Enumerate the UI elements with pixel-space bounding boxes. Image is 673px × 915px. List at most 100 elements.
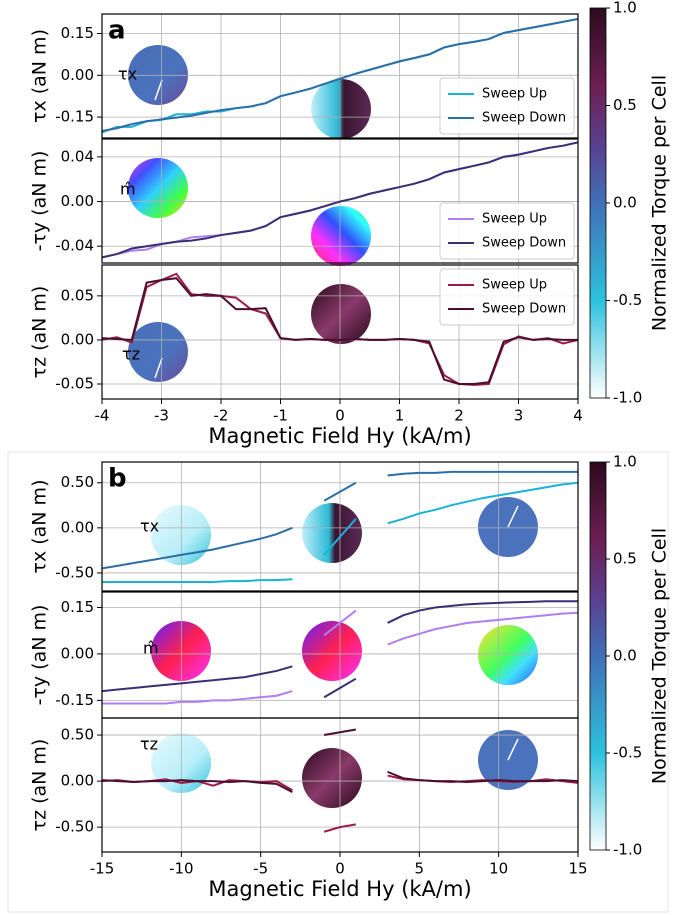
- panel-frame: [7, 451, 669, 913]
- plot-frame: [101, 717, 579, 853]
- legend-box: [439, 77, 575, 135]
- x-tick-label: -5: [253, 860, 268, 878]
- y-tick-label: -0.04: [55, 237, 94, 255]
- series-line: [102, 609, 578, 705]
- plot-frame: [101, 461, 579, 592]
- series-line: [102, 470, 578, 570]
- y-axis-label: τx (aN m): [29, 29, 51, 123]
- y-tick-label: 0.15: [61, 24, 94, 42]
- legend-label: Sweep Up: [482, 212, 547, 227]
- y-tick-label: 0.00: [61, 66, 94, 84]
- y-tick-label: -0.15: [55, 691, 94, 709]
- inset-image: [128, 158, 188, 218]
- y-tick-label: 0.50: [61, 473, 94, 491]
- x-tick-label: -4: [95, 407, 110, 425]
- y-tick-label: 0.15: [61, 598, 94, 616]
- x-tick-label: 0: [335, 860, 345, 878]
- inset-image: [478, 625, 538, 685]
- inset-image: [311, 284, 371, 344]
- series-line: [102, 18, 578, 133]
- y-axis-label: τz (aN m): [29, 286, 51, 379]
- y-axis-label: τz (aN m): [29, 739, 51, 832]
- y-tick-label: 0.00: [61, 518, 94, 536]
- inset-arrow: [154, 357, 163, 379]
- x-tick-label: -10: [169, 860, 194, 878]
- y-tick-label: 0.50: [61, 726, 94, 744]
- colorbar-label: Normalized Torque per Cell: [649, 528, 671, 784]
- series-line: [102, 481, 578, 583]
- legend-box: [439, 202, 575, 260]
- inset-arrow: [507, 738, 519, 761]
- y-tick-label: 0.00: [61, 644, 94, 662]
- y-tick-label: -0.05: [55, 375, 94, 393]
- colorbar: [589, 7, 607, 399]
- x-tick-label: 0: [335, 407, 345, 425]
- x-tick-label: -2: [214, 407, 229, 425]
- legend-label: Sweep Up: [482, 87, 547, 102]
- colorbar-tick-label: 1.0: [613, 0, 637, 17]
- inset-image: [311, 206, 371, 266]
- colorbar-tick-label: 0.0: [613, 194, 637, 212]
- x-tick-label: 1: [395, 407, 405, 425]
- x-tick-label: 3: [514, 407, 524, 425]
- plot-frame: [101, 13, 579, 139]
- x-axis-label: Magnetic Field Hy (kA/m): [208, 424, 471, 448]
- x-tick-label: 10: [489, 860, 508, 878]
- panel-label: a: [108, 16, 126, 46]
- y-tick-label: 0.00: [61, 772, 94, 790]
- inset-label: τx: [140, 517, 159, 536]
- y-tick-label: 0.05: [61, 286, 94, 304]
- plot-frame: [101, 264, 579, 400]
- series-line: [102, 141, 578, 259]
- plot-frame: [101, 138, 579, 264]
- colorbar-tick-label: -1.0: [613, 841, 642, 859]
- colorbar-tick-label: 1.0: [613, 453, 637, 471]
- legend-label: Sweep Up: [482, 278, 547, 293]
- inset-image: [302, 748, 362, 808]
- y-tick-label: 0.00: [61, 330, 94, 348]
- panel-label: b: [108, 464, 127, 494]
- x-tick-label: -15: [90, 860, 115, 878]
- series-line: [102, 600, 578, 699]
- colorbar-tick-label: 0.5: [613, 96, 637, 114]
- y-tick-label: -0.50: [55, 563, 94, 581]
- legend-label: Sweep Down: [482, 236, 566, 251]
- x-axis-label: Magnetic Field Hy (kA/m): [208, 877, 471, 901]
- colorbar-tick-label: 0.0: [613, 647, 637, 665]
- y-axis-label: -τy (aN m): [29, 605, 51, 706]
- x-tick-label: 15: [568, 860, 587, 878]
- x-tick-label: -1: [273, 407, 288, 425]
- inset-arrow: [507, 505, 519, 528]
- inset-arrow: [154, 79, 163, 101]
- colorbar-tick-label: 0.5: [613, 550, 637, 568]
- inset-image: [311, 79, 371, 139]
- colorbar-tick-label: -0.5: [613, 291, 642, 309]
- inset-label: τx: [118, 65, 137, 84]
- inset-label: τz: [140, 735, 158, 754]
- colorbar-tick-label: -0.5: [613, 744, 642, 762]
- y-tick-label: 0.04: [61, 147, 94, 165]
- inset-image: [302, 503, 362, 563]
- series-line: [102, 277, 578, 386]
- y-axis-label: -τy (aN m): [29, 151, 51, 252]
- x-tick-label: -3: [154, 407, 169, 425]
- inset-label: τz: [122, 345, 140, 364]
- colorbar-label: Normalized Torque per Cell: [649, 75, 671, 331]
- inset-label: m̂: [143, 639, 159, 658]
- colorbar-tick-label: -1.0: [613, 389, 642, 407]
- y-axis-label: τx (aN m): [29, 480, 51, 574]
- inset-image: [128, 322, 188, 382]
- x-tick-label: 2: [454, 407, 464, 425]
- x-tick-label: 4: [573, 407, 583, 425]
- legend-label: Sweep Down: [482, 302, 566, 317]
- series-line: [102, 728, 578, 794]
- legend-label: Sweep Down: [482, 111, 566, 126]
- x-tick-label: 5: [415, 860, 425, 878]
- colorbar: [589, 461, 607, 851]
- y-tick-label: -0.15: [55, 108, 94, 126]
- inset-image: [302, 621, 362, 681]
- legend-box: [439, 268, 575, 326]
- inset-label: m̂: [120, 180, 136, 199]
- y-tick-label: 0.00: [61, 192, 94, 210]
